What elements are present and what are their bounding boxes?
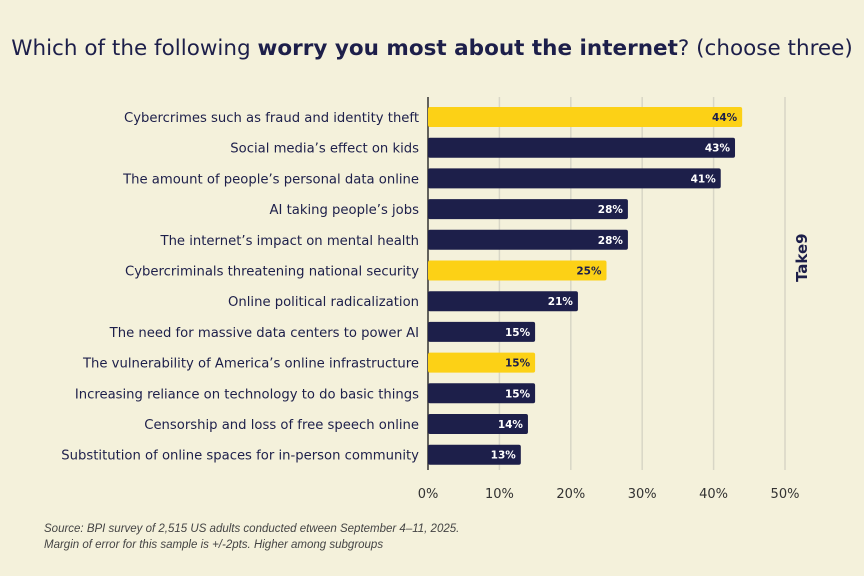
data-label: 41% (691, 173, 717, 185)
category-label: The internet’s impact on mental health (160, 234, 419, 249)
category-label: Substitution of online spaces for in-per… (61, 449, 419, 464)
x-tick-label: 20% (556, 487, 585, 502)
data-label: 13% (491, 450, 517, 462)
data-label: 15% (505, 388, 531, 400)
title-bold: worry you most about the internet (257, 36, 678, 61)
data-label: 28% (598, 204, 624, 216)
category-label: The need for massive data centers to pow… (109, 326, 419, 341)
margin-note: Margin of error for this sample is +/-2p… (44, 539, 384, 551)
category-label: Online political radicalization (228, 295, 419, 310)
category-label: Censorship and loss of free speech onlin… (144, 418, 419, 433)
data-label: 15% (505, 327, 531, 339)
data-label: 15% (505, 358, 531, 370)
x-tick-label: 30% (628, 487, 657, 502)
data-label: 44% (712, 112, 738, 124)
category-label: Increasing reliance on technology to do … (75, 387, 419, 402)
data-label: 25% (576, 266, 602, 278)
bar (428, 444, 521, 465)
data-label: 21% (548, 296, 574, 308)
bar (428, 414, 528, 434)
bar (428, 260, 607, 281)
data-label: 28% (598, 235, 624, 247)
category-label: Social media’s effect on kids (230, 142, 419, 157)
bar (428, 137, 736, 158)
bar (428, 168, 721, 189)
category-label: The vulnerability of America’s online in… (82, 357, 419, 372)
x-tick-label: 10% (485, 487, 514, 502)
x-tick-label: 50% (771, 487, 800, 502)
category-label: Cybercriminals threatening national secu… (125, 265, 419, 280)
bar (428, 383, 536, 404)
bar (428, 352, 536, 373)
bar (428, 229, 628, 250)
category-label: AI taking people’s jobs (269, 203, 419, 218)
data-label: 14% (498, 419, 524, 431)
source-note: Source: BPI survey of 2,515 US adults co… (44, 523, 460, 535)
bar (428, 199, 628, 220)
take9-logo: Take9 (793, 233, 811, 282)
x-tick-label: 40% (699, 487, 728, 502)
category-label: The amount of people’s personal data onl… (122, 172, 419, 187)
bar (428, 291, 578, 312)
chart-title: Which of the following worry you most ab… (0, 36, 864, 61)
bar (428, 107, 743, 127)
bar (428, 321, 536, 342)
title-prefix: Which of the following (11, 36, 258, 61)
x-tick-label: 0% (418, 487, 439, 502)
category-label: Cybercrimes such as fraud and identity t… (124, 111, 419, 126)
title-suffix: ? (choose three) (677, 36, 853, 61)
data-label: 43% (705, 143, 731, 155)
